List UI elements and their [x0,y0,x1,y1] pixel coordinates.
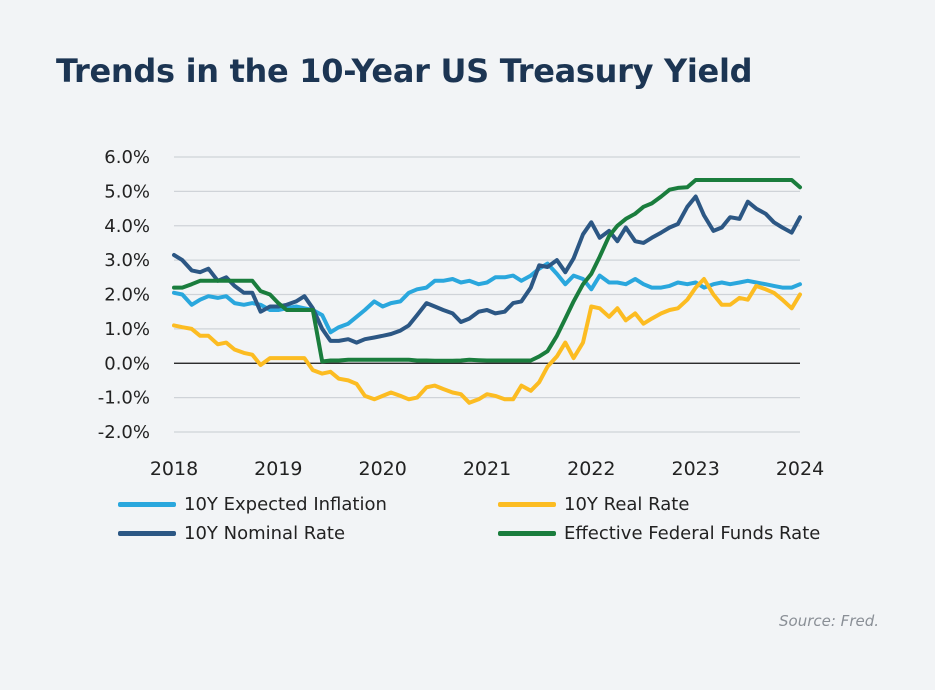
series-line-10y-expected-inflation [172,261,802,335]
x-axis-tick-labels: 2018 2019 2020 2021 2022 2023 2024 [150,458,824,480]
x-tick-label: 2020 [358,458,406,480]
y-tick-label: 1.0% [104,319,150,340]
legend-item-nominal-rate: 10Y Nominal Rate [118,523,345,544]
chart-title: Trends in the 10-Year US Treasury Yield [56,52,753,90]
legend-item-fed-funds: Effective Federal Funds Rate [498,523,820,544]
legend-swatch-nominal-rate [118,531,176,536]
gridlines [174,156,800,433]
x-tick-label: 2022 [567,458,615,480]
y-tick-label: -1.0% [98,388,150,409]
x-tick-label: 2021 [463,458,511,480]
legend-label-expected-inflation: 10Y Expected Inflation [184,494,387,515]
legend-label-real-rate: 10Y Real Rate [564,494,690,515]
y-axis-tick-labels: 6.0% 5.0% 4.0% 3.0% 2.0% 1.0% 0.0% -1.0% -2.0% [98,147,150,443]
y-tick-label: 6.0% [104,147,150,168]
y-tick-label: 5.0% [104,181,150,202]
series-line-effective-federal-funds-rate [172,178,802,364]
y-tick-label: 4.0% [104,216,150,237]
x-tick-label: 2023 [671,458,719,480]
y-tick-label: 0.0% [104,353,150,374]
x-tick-label: 2019 [254,458,302,480]
legend-swatch-expected-inflation [118,502,176,507]
x-tick-label: 2024 [776,458,824,480]
legend-swatch-fed-funds [498,531,556,536]
y-tick-label: 2.0% [104,285,150,306]
y-tick-label: 3.0% [104,250,150,271]
legend-swatch-real-rate [498,502,556,507]
legend-label-nominal-rate: 10Y Nominal Rate [184,523,346,544]
series-lines [172,178,802,405]
source-note: Source: Fred. [779,612,879,630]
legend: 10Y Expected Inflation 10Y Real Rate 10Y… [118,494,848,552]
y-tick-label: -2.0% [98,422,150,443]
legend-item-expected-inflation: 10Y Expected Inflation [118,494,387,515]
series-line-10y-real-rate [172,277,802,405]
legend-label-fed-funds: Effective Federal Funds Rate [564,523,821,544]
x-tick-label: 2018 [150,458,198,480]
series-line-10y-nominal-rate [172,194,802,345]
legend-item-real-rate: 10Y Real Rate [498,494,689,515]
